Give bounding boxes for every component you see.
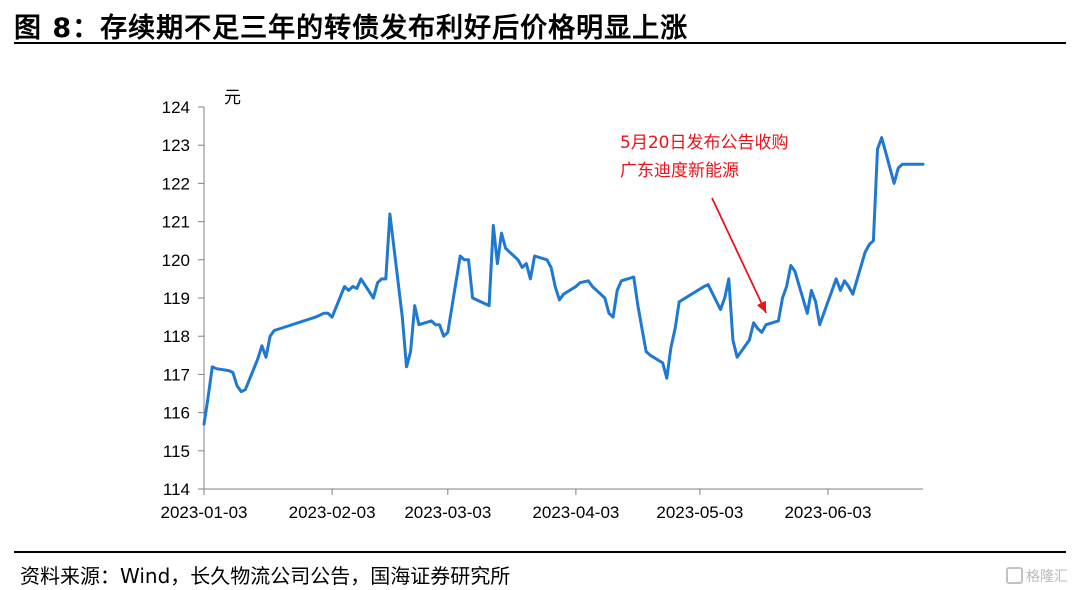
watermark-logo-icon xyxy=(1006,567,1023,584)
watermark: 格隆汇 xyxy=(1006,566,1068,586)
x-tick-label: 2023-01-03 xyxy=(161,503,248,522)
source-note: 资料来源：Wind，长久物流公司公告，国海证券研究所 xyxy=(20,564,511,588)
page-title: 图 8：存续期不足三年的转债发布利好后价格明显上涨 xyxy=(14,13,689,44)
y-tick-label: 118 xyxy=(163,327,190,346)
title-rule xyxy=(14,42,1066,44)
annotation-arrow-line xyxy=(711,197,767,314)
series-line xyxy=(202,136,925,426)
x-tick-label: 2023-05-03 xyxy=(656,503,743,522)
y-tick-label: 120 xyxy=(162,251,190,270)
y-tick-label: 119 xyxy=(163,289,190,308)
y-tick-label: 114 xyxy=(163,480,190,499)
x-tick-label: 2023-03-03 xyxy=(404,503,491,522)
y-tick-label: 122 xyxy=(162,174,190,193)
y-tick-label: 124 xyxy=(162,98,190,117)
y-tick-label: 116 xyxy=(163,404,190,423)
watermark-text: 格隆汇 xyxy=(1026,569,1068,585)
x-tick-label: 2023-02-03 xyxy=(289,503,376,522)
y-tick-label: 117 xyxy=(163,365,190,384)
x-tick-label: 2023-04-03 xyxy=(532,503,619,522)
y-axis-unit: 元 xyxy=(224,88,241,108)
annotation-label: 广东迪度新能源 xyxy=(620,161,739,181)
y-tick-label: 123 xyxy=(162,136,190,155)
annotation-label: 5月20日发布公告收购 xyxy=(620,133,788,153)
annotation-arrowhead-icon xyxy=(756,300,767,313)
source-rule xyxy=(14,551,1066,553)
x-tick-label: 2023-06-03 xyxy=(784,503,871,522)
y-tick-label: 115 xyxy=(163,442,190,461)
y-tick-label: 121 xyxy=(162,213,190,232)
